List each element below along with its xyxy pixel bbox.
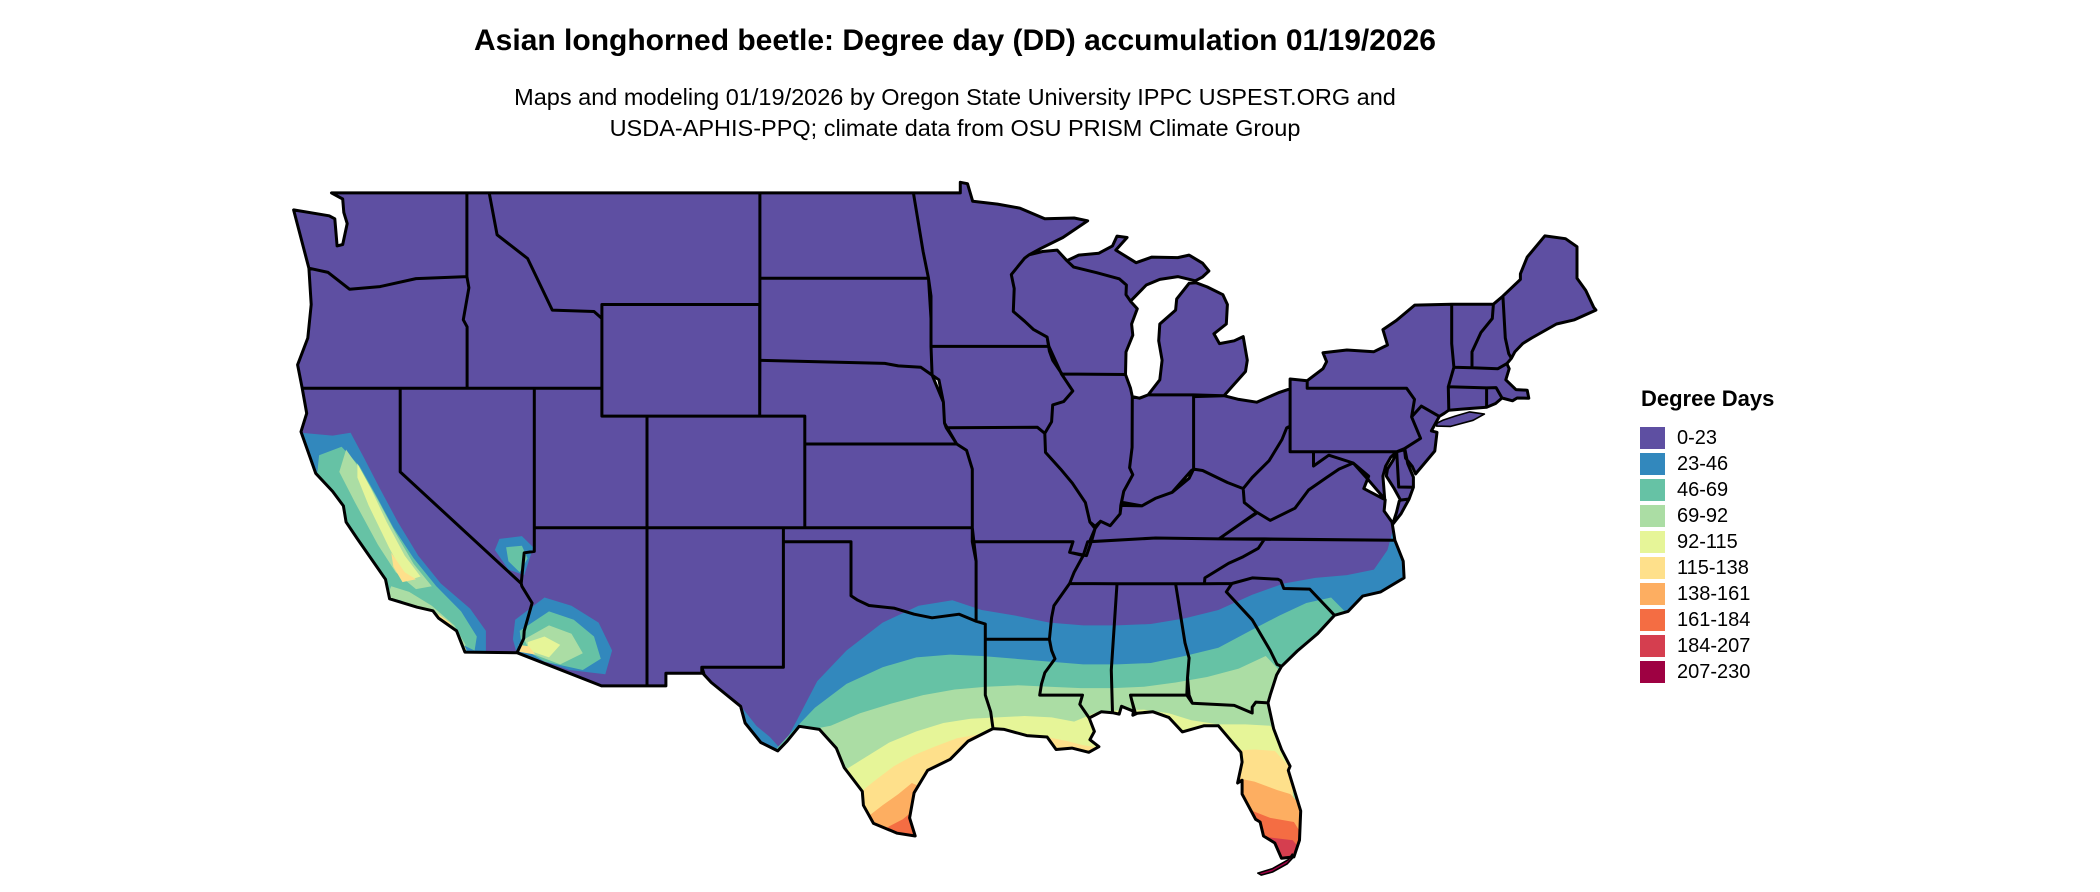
legend-label: 207-230 xyxy=(1677,660,1751,683)
legend-swatch xyxy=(1640,583,1665,605)
legend-label: 46-69 xyxy=(1677,478,1729,501)
map-state-border-layer xyxy=(292,180,1598,876)
legend-swatch xyxy=(1640,505,1665,527)
legend-item: 138-161 xyxy=(1640,581,1774,607)
legend-item: 207-230 xyxy=(1640,659,1774,685)
legend-swatch xyxy=(1640,661,1665,683)
legend-label: 161-184 xyxy=(1677,608,1751,631)
legend-swatch xyxy=(1640,453,1665,475)
legend-item: 184-207 xyxy=(1640,633,1774,659)
legend-item: 46-69 xyxy=(1640,477,1774,503)
legend-label: 0-23 xyxy=(1677,426,1718,449)
legend-label: 23-46 xyxy=(1677,452,1729,475)
legend-rows: 0-23 23-46 46-69 69-92 92-115 115-138 138-161 1… xyxy=(1640,425,1774,685)
legend-title: Degree Days xyxy=(1641,386,1775,411)
legend-label: 92-115 xyxy=(1677,530,1738,553)
legend-swatch xyxy=(1640,427,1665,449)
legend-label: 184-207 xyxy=(1677,634,1751,657)
legend-label: 69-92 xyxy=(1677,504,1729,527)
legend-swatch xyxy=(1640,531,1665,553)
legend-item: 92-115 xyxy=(1640,529,1774,555)
legend-item: 23-46 xyxy=(1640,451,1774,477)
legend-item: 161-184 xyxy=(1640,607,1774,633)
legend: Degree Days 0-23 23-46 46-69 69-92 92-115 115… xyxy=(1640,386,1774,685)
legend-swatch xyxy=(1640,635,1665,657)
legend-label: 138-161 xyxy=(1677,582,1751,605)
legend-item: 0-23 xyxy=(1640,425,1774,451)
legend-swatch xyxy=(1640,479,1665,501)
legend-item: 115-138 xyxy=(1640,555,1774,581)
legend-label: 115-138 xyxy=(1677,556,1749,579)
legend-swatch xyxy=(1640,557,1665,579)
legend-swatch xyxy=(1640,609,1665,631)
legend-item: 69-92 xyxy=(1640,503,1774,529)
